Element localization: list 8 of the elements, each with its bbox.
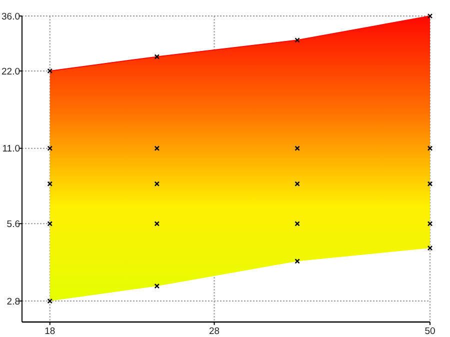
x-tick-label: 28 (208, 326, 220, 337)
y-tick-label: 11.0 (2, 144, 20, 155)
y-tick-label: 5.6 (6, 218, 20, 230)
y-tick-label: 22.0 (2, 66, 20, 78)
y-tick-label: 2.8 (6, 296, 20, 308)
x-tick-label: 18 (44, 326, 56, 337)
y-tick-label: 36.0 (2, 11, 20, 22)
x-tick-label: 50 (424, 326, 436, 337)
